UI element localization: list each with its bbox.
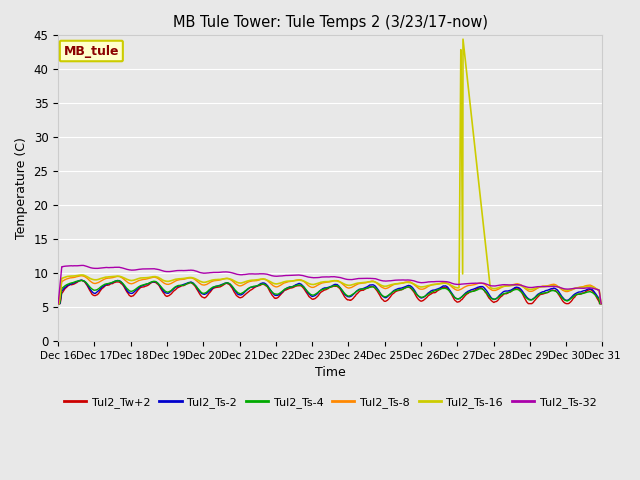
X-axis label: Time: Time	[315, 366, 346, 379]
Legend: Tul2_Tw+2, Tul2_Ts-2, Tul2_Ts-4, Tul2_Ts-8, Tul2_Ts-16, Tul2_Ts-32: Tul2_Tw+2, Tul2_Ts-2, Tul2_Ts-4, Tul2_Ts…	[60, 393, 601, 412]
Text: MB_tule: MB_tule	[63, 45, 119, 58]
Title: MB Tule Tower: Tule Temps 2 (3/23/17-now): MB Tule Tower: Tule Temps 2 (3/23/17-now…	[173, 15, 488, 30]
Y-axis label: Temperature (C): Temperature (C)	[15, 137, 28, 239]
